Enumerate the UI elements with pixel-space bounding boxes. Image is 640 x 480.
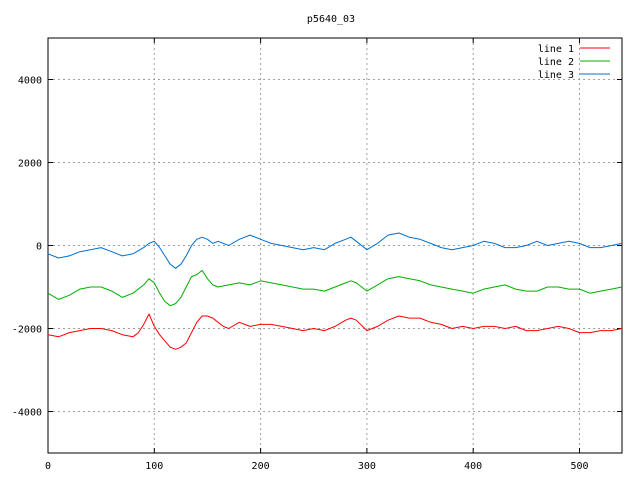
x-tick-label: 100 bbox=[145, 461, 163, 472]
legend: line 1 line 2 line 3 bbox=[538, 44, 610, 81]
legend-label: line 1 bbox=[538, 44, 574, 55]
legend-label: line 2 bbox=[538, 57, 574, 68]
series-line-line-1 bbox=[47, 313, 623, 350]
x-tick-label: 500 bbox=[570, 461, 588, 472]
grid bbox=[48, 38, 622, 453]
x-tick-label: 0 bbox=[45, 461, 51, 472]
axes: 0 100 200 300 400 500 -4000 -2000 0 2000 4000 bbox=[12, 38, 622, 472]
x-tick-label: 300 bbox=[358, 461, 376, 472]
series-layer bbox=[47, 232, 623, 350]
series-line-line-3 bbox=[47, 232, 623, 269]
legend-label: line 3 bbox=[538, 70, 574, 81]
y-tick-label: -4000 bbox=[12, 408, 42, 419]
y-tick-label: 4000 bbox=[18, 76, 42, 87]
x-tick-label: 200 bbox=[252, 461, 270, 472]
y-tick-label: 2000 bbox=[18, 159, 42, 170]
x-tick-label: 400 bbox=[464, 461, 482, 472]
y-tick-label: 0 bbox=[36, 242, 42, 253]
series-line-line-2 bbox=[47, 269, 623, 307]
chart-title: p5640_03 bbox=[307, 14, 355, 25]
y-tick-label: -2000 bbox=[12, 325, 42, 336]
